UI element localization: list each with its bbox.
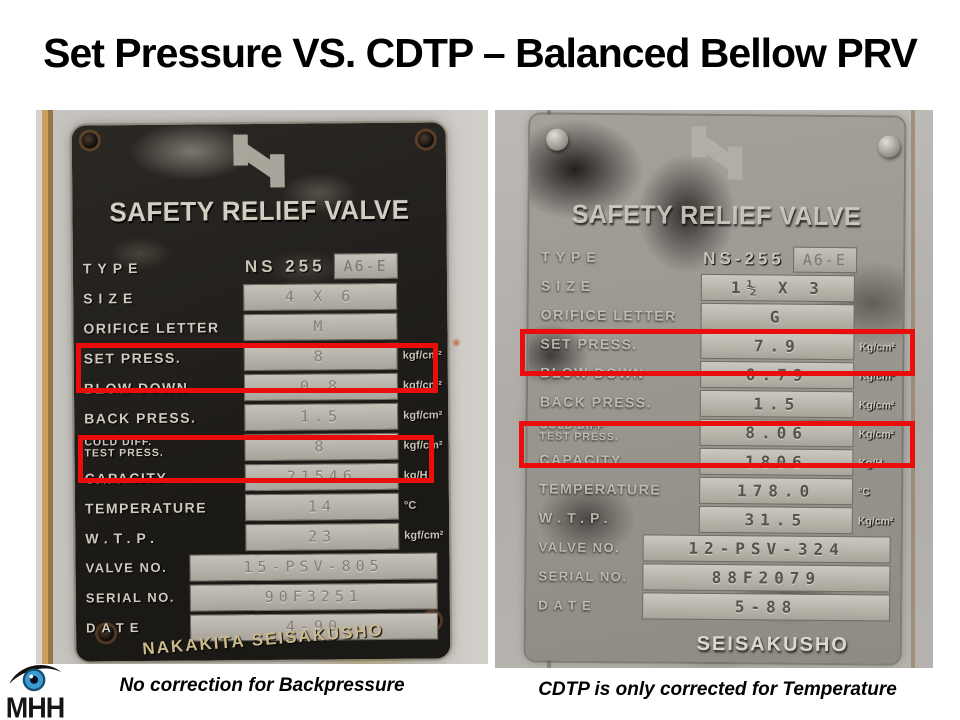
- row-value: 1½ X 3: [700, 273, 855, 303]
- row-label: DATE: [538, 597, 597, 613]
- left-nameplate: SAFETY RELIEF VALVE TYPE NS 255 A6-E SIZ…: [71, 122, 451, 662]
- bolt-head-icon: [546, 128, 569, 151]
- row-unit: Kg/cm²: [858, 398, 895, 412]
- row-label: TYPE: [82, 259, 144, 277]
- row-label: VALVE NO.: [85, 560, 168, 576]
- row-label: TYPE: [541, 248, 602, 266]
- plate-row-size: SIZE 1½ X 3: [541, 271, 893, 303]
- row-label: DATE: [85, 620, 145, 636]
- plate-row-size: SIZE 4 X 6: [83, 280, 437, 313]
- row-value: NS-255: [703, 248, 785, 269]
- row-value: 90F3251: [189, 581, 438, 612]
- type-tag: A6-E: [792, 246, 858, 273]
- row-label: SIZE: [540, 277, 597, 295]
- row-value: 1.5: [244, 402, 399, 431]
- plate-row-type: TYPE NS 255 A6-E: [83, 250, 437, 283]
- highlight-box-cdtp: [519, 421, 915, 468]
- plate-header: SAFETY RELIEF VALVE: [109, 194, 410, 228]
- plate-row-serial-no: SERIAL NO. 90F3251: [86, 580, 440, 613]
- plate-row-type: TYPE NS-255 A6-E: [541, 242, 893, 274]
- row-label: BACK PRESS.: [84, 409, 197, 427]
- row-value: M: [243, 312, 398, 341]
- row-unit: kgf/cm²: [404, 529, 444, 542]
- plate-row-serial-no: SERIAL NO. 88F2079: [538, 561, 891, 593]
- row-label: SIZE: [83, 289, 139, 307]
- right-caption: CDTP is only corrected for Temperature: [538, 679, 897, 700]
- plate-header: SAFETY RELIEF VALVE: [571, 198, 862, 232]
- type-tag: A6-E: [333, 252, 398, 280]
- row-value: 31.5: [698, 505, 853, 535]
- plate-row-temperature: TEMPERATURE 178.0 °C: [539, 474, 891, 506]
- highlight-box-set-press: [520, 329, 915, 376]
- plate-row-orifice: ORIFICE LETTER G: [541, 300, 893, 332]
- row-value: 14: [244, 492, 400, 521]
- row-unit: °C: [858, 485, 870, 498]
- eye-icon: [9, 665, 62, 692]
- plate-row-wtp: W.T.P. 31.5 Kg/cm²: [538, 503, 894, 535]
- row-label: SERIAL NO.: [85, 590, 176, 606]
- right-nameplate-photo: SAFETY RELIEF VALVE TYPE NS-255 A6-E SIZ…: [495, 110, 933, 668]
- row-label: TEMPERATURE: [539, 480, 662, 498]
- row-value: G: [700, 302, 855, 332]
- highlight-box-cdtp: [78, 435, 434, 483]
- mhh-logo: MHH: [2, 659, 68, 720]
- bolt-head-icon: [878, 135, 901, 158]
- row-unit: Kg/cm²: [857, 514, 894, 528]
- mhh-logo-text: MHH: [5, 692, 66, 720]
- plate-row-valve-no: VALVE NO. 15-PSV-805: [85, 550, 439, 583]
- row-label: ORIFICE LETTER: [83, 319, 220, 337]
- row-unit: °C: [403, 499, 417, 512]
- row-value: 1.5: [699, 389, 854, 419]
- row-label: SERIAL NO.: [538, 568, 628, 585]
- row-value: 88F2079: [642, 563, 891, 593]
- row-label: ORIFICE LETTER: [540, 306, 677, 325]
- row-value: 178.0: [698, 476, 854, 506]
- row-label: TEMPERATURE: [84, 499, 208, 517]
- slide-title: Set Pressure VS. CDTP – Balanced Bellow …: [43, 30, 918, 76]
- plate-row-back-press: BACK PRESS. 1.5 kgf/cm²: [84, 400, 442, 433]
- manufacturer-name: SEISAKUSHO: [696, 632, 849, 657]
- row-value: NS 255: [244, 256, 326, 277]
- row-label: W.T.P.: [538, 509, 614, 527]
- plate-row-back-press: BACK PRESS. 1.5 Kg/cm²: [539, 387, 895, 419]
- row-value: 12-PSV-324: [642, 534, 891, 564]
- left-caption: No correction for Backpressure: [119, 675, 405, 696]
- right-nameplate: SAFETY RELIEF VALVE TYPE NS-255 A6-E SIZ…: [525, 114, 905, 664]
- row-value: 23: [245, 522, 400, 551]
- row-label: BACK PRESS.: [539, 393, 653, 411]
- highlight-box-set-press: [76, 343, 438, 393]
- plate-row-valve-no: VALVE NO. 12-PSV-324: [538, 532, 891, 564]
- plate-row-orifice: ORIFICE LETTER M: [83, 310, 437, 343]
- left-nameplate-photo: SAFETY RELIEF VALVE TYPE NS 255 A6-E SIZ…: [36, 110, 488, 664]
- row-value: 15-PSV-805: [189, 551, 438, 582]
- row-value: 4 X 6: [243, 282, 398, 311]
- ns-manufacturer-logo-icon: [233, 134, 285, 188]
- screw-hole-icon: [81, 132, 98, 149]
- screw-hole-icon: [417, 131, 434, 148]
- plate-row-date: DATE 5-88: [538, 590, 891, 622]
- plate-row-wtp: W.T.P. 23 kgf/cm²: [85, 520, 443, 553]
- row-value: 5-88: [641, 592, 891, 622]
- plate-row-temperature: TEMPERATURE 14 °C: [85, 490, 439, 523]
- row-label: VALVE NO.: [538, 539, 621, 556]
- row-label: W.T.P.: [85, 529, 160, 547]
- row-unit: kgf/cm²: [403, 409, 443, 422]
- ns-manufacturer-logo-icon: [691, 126, 743, 180]
